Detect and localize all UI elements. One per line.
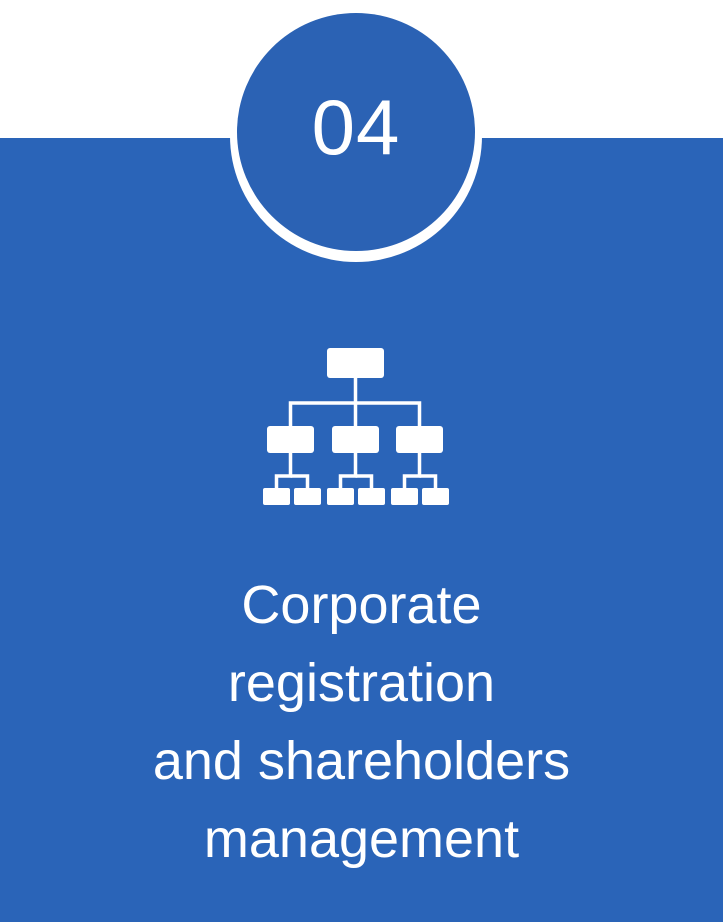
step-number: 04 (311, 83, 401, 171)
title-line-3: and shareholders (152, 731, 571, 791)
service-card (0, 138, 723, 922)
title-line-4: management (203, 809, 520, 869)
title-line-1: Corporate (241, 575, 482, 635)
title-line-2: registration (227, 653, 496, 713)
step-badge: 04 (237, 13, 475, 251)
service-title: Corporate registration and shareholders … (0, 566, 723, 878)
org-chart-icon (263, 348, 449, 505)
